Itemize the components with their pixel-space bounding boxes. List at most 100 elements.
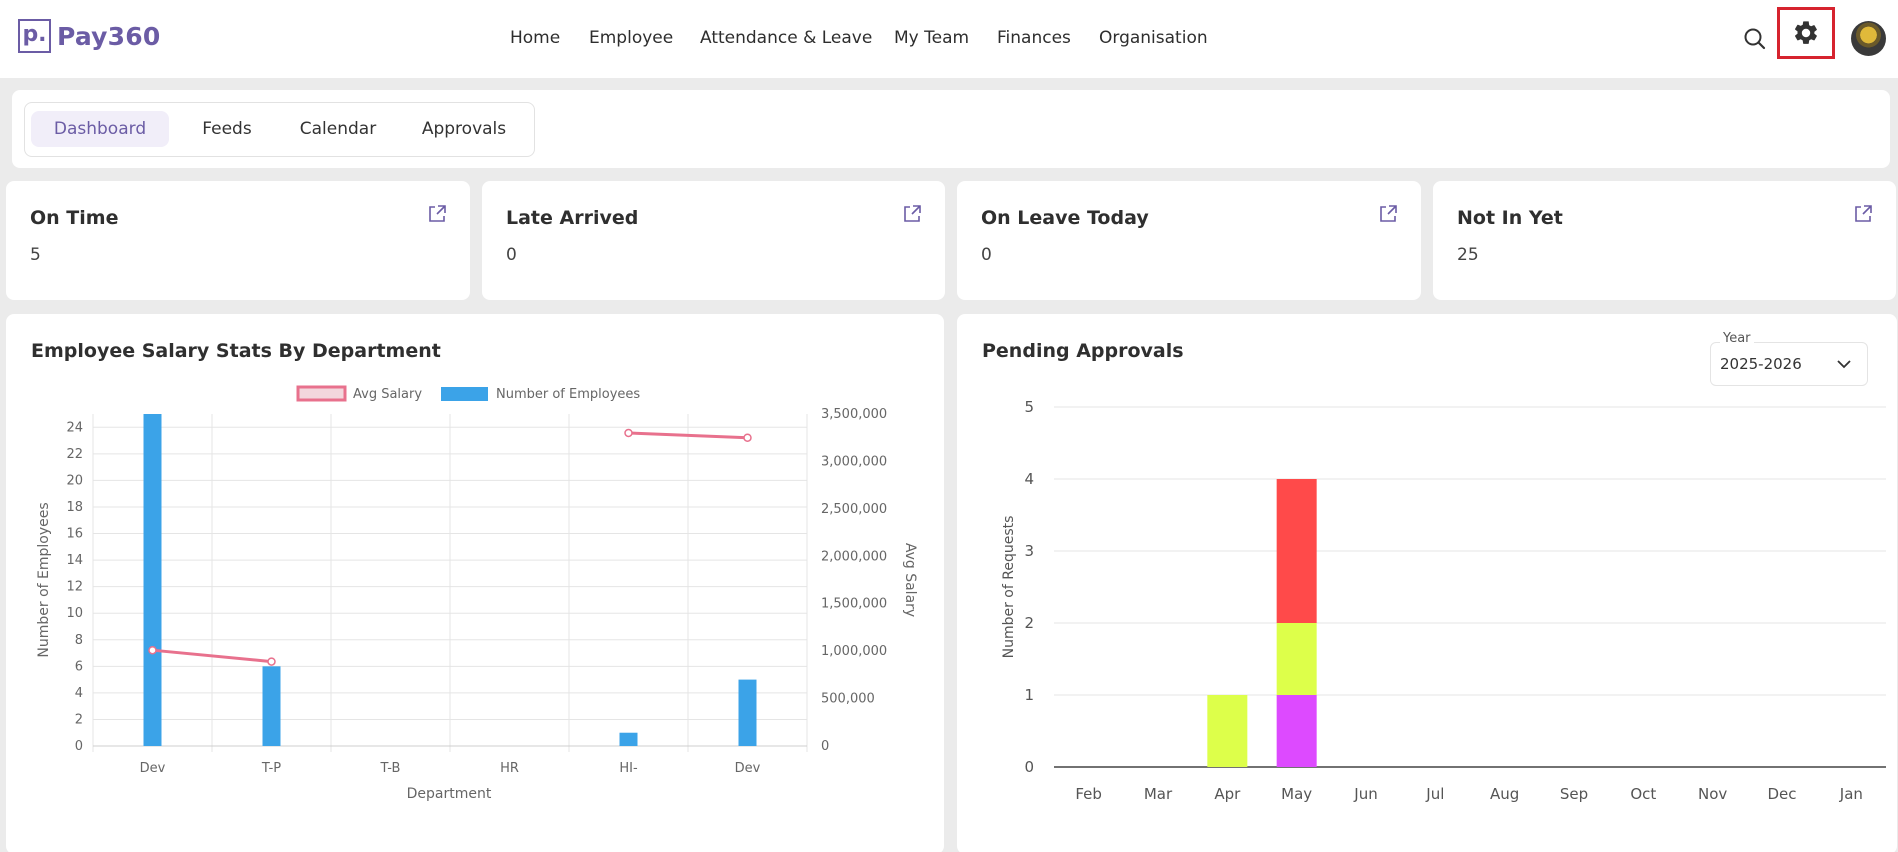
- bar-segment: [1276, 623, 1317, 695]
- tab-feeds[interactable]: Feeds: [202, 119, 252, 139]
- nav-attendance-leave[interactable]: Attendance & Leave: [700, 28, 873, 48]
- year-select-label: Year: [1720, 331, 1754, 346]
- bar-segment: [1207, 695, 1248, 767]
- y2-tick-label: 2,500,000: [821, 502, 887, 517]
- bar-employees: [619, 732, 638, 746]
- bar-segment: [1276, 479, 1317, 623]
- y2-tick-label: 0: [821, 739, 829, 754]
- tab-group: Dashboard Feeds Calendar Approvals: [24, 102, 535, 157]
- external-link-icon[interactable]: [901, 203, 923, 225]
- search-icon[interactable]: [1742, 26, 1768, 52]
- logo-mark: p.: [18, 19, 51, 53]
- point-avg-salary: [624, 428, 633, 438]
- x-tick-label: Dev: [735, 761, 761, 776]
- stat-title: Not In Yet: [1457, 207, 1563, 229]
- x-tick-label: Mar: [1144, 785, 1173, 803]
- x-tick-label: Dec: [1767, 785, 1796, 803]
- x-tick-label: HR: [500, 761, 519, 776]
- external-link-icon[interactable]: [426, 203, 448, 225]
- stat-card-on-time: On Time 5: [6, 181, 470, 300]
- main-nav: Home Employee Attendance & Leave My Team…: [0, 28, 1898, 52]
- y-tick-label: 1: [1024, 686, 1034, 704]
- point-avg-salary: [267, 657, 276, 666]
- bar-employees: [143, 414, 162, 746]
- y-axis-title: Number of Employees: [36, 502, 52, 657]
- legend-swatch-employees: [441, 387, 488, 401]
- bar-employees: [738, 679, 757, 746]
- legend-swatch-avg-salary: [296, 385, 347, 402]
- stat-card-late-arrived: Late Arrived 0: [482, 181, 945, 300]
- x-tick-label: Apr: [1214, 785, 1241, 803]
- year-select-value: 2025-2026: [1720, 355, 1802, 373]
- y2-tick-label: 3,500,000: [821, 407, 887, 422]
- stat-title: On Leave Today: [981, 207, 1149, 229]
- tab-approvals[interactable]: Approvals: [421, 119, 507, 139]
- x-tick-label: HI-: [619, 761, 638, 776]
- nav-employee[interactable]: Employee: [589, 28, 674, 48]
- year-select[interactable]: Year 2025-2026: [1710, 331, 1868, 386]
- legend-label-avg-salary: Avg Salary: [353, 387, 422, 402]
- legend-label-employees: Number of Employees: [496, 387, 640, 402]
- y-tick-label: 18: [66, 500, 83, 515]
- gear-icon: [1794, 21, 1817, 44]
- x-tick-label: Jan: [1839, 785, 1863, 803]
- x-tick-label: Aug: [1490, 785, 1519, 803]
- settings-button[interactable]: [1777, 7, 1835, 59]
- y-tick-label: 10: [66, 606, 83, 621]
- salary-stats-panel: Employee Salary Stats By Department Avg …: [6, 314, 944, 852]
- y-tick-label: 4: [1024, 470, 1034, 488]
- stat-value: 0: [506, 245, 517, 265]
- y2-tick-label: 500,000: [821, 692, 875, 707]
- x-tick-label: Feb: [1075, 785, 1102, 803]
- nav-home[interactable]: Home: [510, 28, 561, 48]
- x-tick-label: Jun: [1353, 785, 1377, 803]
- avatar[interactable]: [1851, 21, 1886, 56]
- y2-tick-label: 1,500,000: [821, 597, 887, 612]
- bar-employees: [262, 666, 281, 746]
- x-axis-title: Department: [407, 786, 492, 802]
- x-tick-label: Jul: [1425, 785, 1444, 803]
- y-tick-label: 16: [66, 527, 83, 542]
- y2-axis-title: Avg Salary: [902, 543, 918, 617]
- y-tick-label: 22: [66, 447, 83, 462]
- point-avg-salary: [743, 433, 752, 442]
- x-tick-label: Sep: [1560, 785, 1588, 803]
- chevron-down-icon: [1837, 360, 1851, 369]
- x-tick-label: T-B: [380, 761, 401, 776]
- app-name: Pay360: [57, 21, 161, 51]
- y-tick-label: 0: [75, 739, 83, 754]
- stat-card-not-in-yet: Not In Yet 25: [1433, 181, 1896, 300]
- y-tick-label: 0: [1024, 758, 1034, 776]
- x-tick-label: Nov: [1698, 785, 1727, 803]
- dashboard-tabs-panel: Dashboard Feeds Calendar Approvals: [12, 90, 1890, 168]
- external-link-icon[interactable]: [1852, 203, 1874, 225]
- stat-value: 0: [981, 245, 992, 265]
- panel-title: Pending Approvals: [982, 340, 1184, 362]
- y2-tick-label: 2,000,000: [821, 549, 887, 564]
- nav-my-team[interactable]: My Team: [894, 28, 970, 48]
- panel-title: Employee Salary Stats By Department: [31, 340, 441, 362]
- nav-organisation[interactable]: Organisation: [1099, 28, 1208, 48]
- y-tick-label: 2: [1024, 614, 1034, 632]
- x-tick-label: Oct: [1630, 785, 1656, 803]
- x-tick-label: May: [1281, 785, 1312, 803]
- approvals-chart: 0 1 2 3 4 5 Feb Mar Apr May Jun Jul Aug Sep Oct Nov Dec J…: [1001, 398, 1886, 803]
- stat-value: 5: [30, 245, 41, 265]
- y-tick-label: 12: [66, 580, 83, 595]
- external-link-icon[interactable]: [1377, 203, 1399, 225]
- top-nav-bar: p. Pay360 Home Employee Attendance & Lea…: [0, 0, 1898, 78]
- x-tick-label: Dev: [140, 761, 166, 776]
- y2-tick-label: 1,000,000: [821, 644, 887, 659]
- tab-calendar[interactable]: Calendar: [299, 119, 377, 139]
- nav-finances[interactable]: Finances: [997, 28, 1071, 48]
- y-tick-label: 2: [75, 712, 83, 727]
- line-avg-salary: [152, 648, 272, 664]
- pending-approvals-panel: Pending Approvals Year 2025-2026 0 1 2 3 4 5 F…: [957, 314, 1897, 852]
- stat-title: On Time: [30, 207, 119, 229]
- y-tick-label: 6: [75, 659, 83, 674]
- app-logo[interactable]: p. Pay360: [18, 19, 160, 53]
- y-tick-label: 24: [66, 420, 83, 435]
- line-avg-salary: [628, 431, 748, 440]
- tab-dashboard[interactable]: Dashboard: [31, 111, 169, 147]
- y-tick-label: 5: [1024, 398, 1034, 416]
